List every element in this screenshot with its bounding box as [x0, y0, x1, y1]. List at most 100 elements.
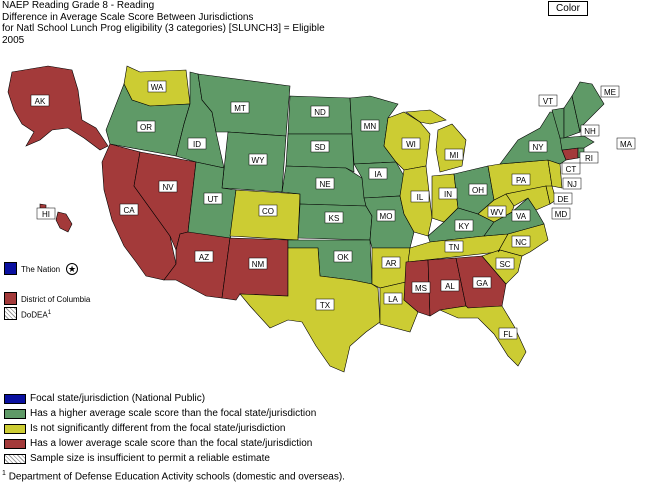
state-label-box-nd — [310, 105, 330, 118]
state-label-nh: NH — [584, 127, 596, 136]
state-label-box-vt — [538, 94, 558, 107]
footnote-text: Department of Defense Education Activity… — [8, 471, 345, 483]
state-label-al: AL — [445, 282, 455, 291]
state-label-wv: WV — [491, 208, 505, 217]
state-label-nc: NC — [515, 238, 527, 247]
legend-label-higher: Has a higher average scale score than th… — [30, 408, 317, 419]
state-label-box-de — [553, 192, 573, 205]
state-label-vt: VT — [543, 97, 553, 106]
title-line-3: for Natl School Lunch Prog eligibility (… — [2, 23, 325, 34]
state-label-wy: WY — [252, 156, 266, 165]
state-label-box-ms — [411, 281, 431, 294]
state-label-oh: OH — [472, 186, 484, 195]
state-ak[interactable] — [7, 65, 109, 151]
state-label-box-ky — [454, 219, 474, 232]
legend-swatch-lower — [4, 439, 26, 449]
dodea-label[interactable]: DoDEA1 — [21, 310, 51, 320]
state-label-fl: FL — [503, 330, 513, 339]
state-label-box-wy — [248, 153, 268, 166]
state-fl[interactable] — [438, 305, 527, 367]
state-label-ks: KS — [329, 214, 340, 223]
legend-label-insufficient: Sample size is insufficient to permit a … — [30, 453, 270, 464]
state-label-box-ut — [203, 192, 223, 205]
state-label-box-va — [511, 209, 531, 222]
state-me[interactable] — [571, 81, 605, 134]
state-label-la: LA — [388, 295, 398, 304]
state-label-box-mn — [360, 119, 380, 132]
state-label-mi: MI — [450, 151, 459, 160]
state-label-az: AZ — [199, 253, 209, 262]
state-label-ky: KY — [459, 222, 470, 231]
state-label-pa: PA — [516, 176, 527, 185]
state-label-va: VA — [516, 212, 527, 221]
state-label-ms: MS — [415, 284, 427, 293]
state-label-mn: MN — [364, 122, 377, 131]
state-labels: AK HI WA OR CA NV ID MT WY UT AZ CO NM ND SD NE KS OK TX MN… — [30, 80, 636, 340]
state-label-box-ok — [333, 250, 353, 263]
title-line-4: 2005 — [2, 34, 25, 46]
state-label-box-il — [410, 190, 430, 203]
state-label-box-wv — [487, 205, 507, 218]
footnote-marker: 1 — [2, 470, 6, 477]
state-label-box-nv — [158, 180, 178, 193]
state-label-box-oh — [468, 183, 488, 196]
dodea-footnote-marker: 1 — [47, 310, 52, 316]
state-label-or: OR — [140, 123, 152, 132]
state-label-box-or — [136, 120, 156, 133]
state-label-box-la — [383, 292, 403, 305]
state-label-box-sc — [495, 257, 515, 270]
state-label-box-az — [194, 250, 214, 263]
state-label-box-ga — [472, 276, 492, 289]
state-label-box-ny — [528, 140, 548, 153]
state-label-box-ia — [368, 167, 388, 180]
legend-swatch-higher — [4, 409, 26, 419]
state-label-ia: IA — [374, 170, 382, 179]
nation-label[interactable]: The Nation — [21, 265, 61, 274]
state-label-ca: CA — [123, 206, 135, 215]
footnote: 1 Department of Defense Education Activi… — [2, 470, 345, 482]
state-label-box-ar — [381, 256, 401, 269]
state-label-box-mt — [230, 101, 250, 114]
dc-swatch — [4, 292, 17, 305]
state-label-in: IN — [444, 190, 452, 199]
state-label-box-pa — [511, 173, 531, 186]
state-label-box-nj — [562, 177, 582, 190]
dc-label[interactable]: District of Columbia — [21, 295, 91, 304]
state-label-ri: RI — [585, 154, 593, 163]
state-label-box-hi — [36, 207, 56, 220]
map-title-block: NAEP Reading Grade 8 - Reading Differenc… — [2, 0, 325, 46]
state-label-box-ks — [324, 211, 344, 224]
state-label-box-co — [258, 204, 278, 217]
state-label-box-md — [551, 207, 571, 220]
state-label-mo: MO — [380, 212, 393, 221]
nation-swatch — [4, 262, 17, 275]
state-label-id: ID — [193, 140, 201, 149]
legend-label-not-different: Is not significantly different from the … — [30, 423, 286, 434]
legend-swatch-focal — [4, 394, 26, 404]
state-label-box-ne — [315, 177, 335, 190]
state-label-ct: CT — [566, 165, 577, 174]
state-label-box-in — [438, 187, 458, 200]
state-label-il: IL — [417, 193, 424, 202]
color-toggle-button[interactable]: Color — [548, 1, 588, 16]
state-label-ne: NE — [319, 180, 330, 189]
state-label-hi: HI — [42, 210, 50, 219]
state-label-box-ri — [579, 151, 599, 164]
state-label-nd: ND — [314, 108, 326, 117]
state-label-ga: GA — [476, 279, 488, 288]
state-label-box-wi — [401, 137, 421, 150]
state-label-me: ME — [604, 88, 616, 97]
legend-swatch-not-different — [4, 424, 26, 434]
state-label-de: DE — [557, 195, 568, 204]
state-label-md: MD — [555, 210, 568, 219]
state-ma[interactable] — [559, 135, 595, 151]
state-label-box-sd — [310, 140, 330, 153]
state-label-box-id — [187, 137, 207, 150]
state-label-wa: WA — [151, 83, 164, 92]
legend-label-lower: Has a lower average scale score than the… — [30, 438, 313, 449]
star-icon: ★ — [66, 263, 78, 275]
state-sd[interactable] — [285, 133, 355, 173]
state-tx[interactable] — [239, 247, 381, 373]
state-label-ut: UT — [208, 195, 219, 204]
